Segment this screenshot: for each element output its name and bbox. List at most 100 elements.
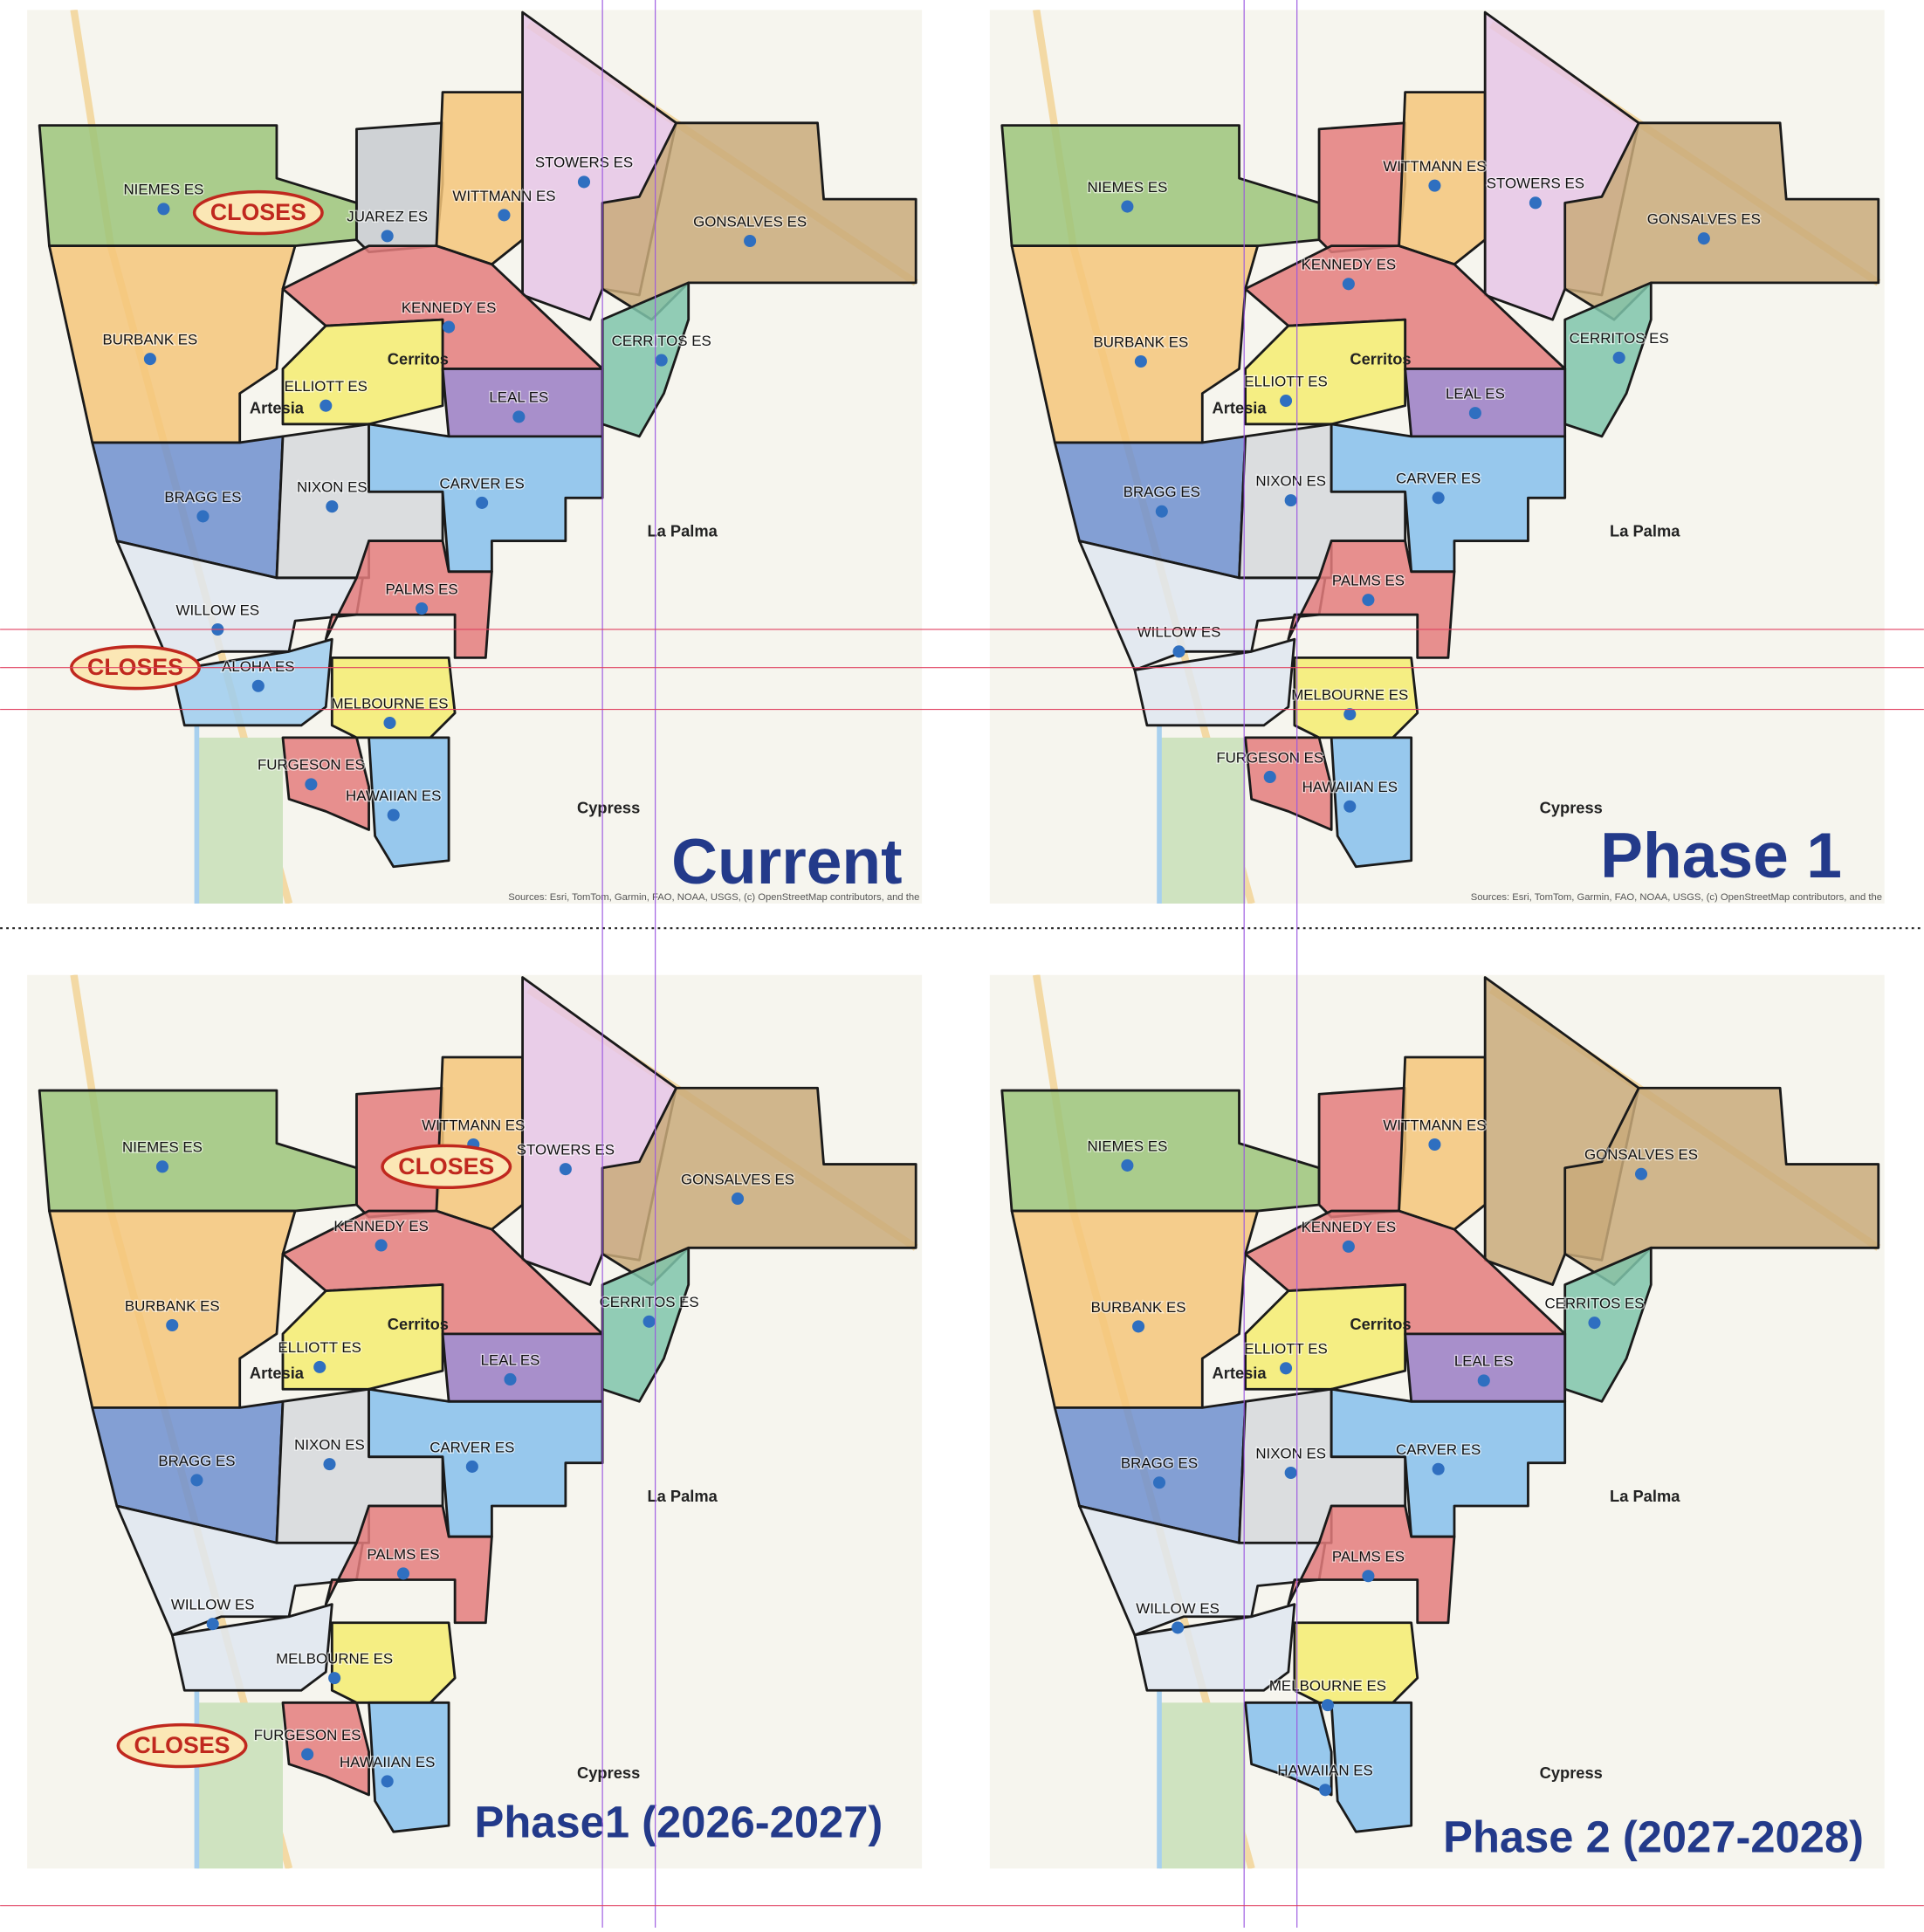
school-label: NIEMES ES [122, 1139, 203, 1156]
school-icon [1529, 196, 1542, 210]
map-panel: La Palma Cypress Cerritos Artesia NIEMES ES W… [989, 10, 1885, 904]
attendance-zone [1317, 1086, 1407, 1219]
school-icon [1342, 1240, 1355, 1253]
school-label: PALMS ES [1332, 1549, 1405, 1565]
school-icon [1280, 1362, 1293, 1375]
map-body: La Palma Cypress Cerritos Artesia NIEMES ES W… [27, 974, 923, 1869]
school-icon [320, 399, 333, 412]
school-label: MELBOURNE ES [1269, 1677, 1386, 1694]
school-icon [1284, 494, 1297, 507]
school-icon [381, 230, 394, 243]
school-icon [744, 234, 757, 248]
school-label: GONSALVES ES [1584, 1146, 1698, 1163]
attendance-zone [1330, 1387, 1567, 1538]
place-label: Cypress [1540, 798, 1603, 816]
place-label: Cypress [1540, 1764, 1603, 1782]
school-label: ELLIOTT ES [1244, 1341, 1327, 1358]
attendance-zone [1287, 1504, 1456, 1625]
school-label: BRAGG ES [164, 489, 241, 505]
school-label: MELBOURNE ES [276, 1650, 393, 1667]
school-icon [465, 1460, 478, 1473]
attendance-zone [1330, 736, 1413, 869]
school-label: FURGESON ES [254, 1727, 361, 1743]
attendance-zone [324, 540, 493, 659]
map-body: La Palma Cypress Cerritos Artesia NIEMES ES J… [27, 10, 923, 904]
school-icon [1284, 1466, 1297, 1480]
school-label: HAWAIIAN ES [1277, 1763, 1372, 1779]
attendance-zone [281, 736, 370, 831]
school-icon [1152, 1476, 1166, 1489]
school-icon [1132, 1320, 1145, 1333]
school-icon [1634, 1167, 1648, 1180]
school-icon [1343, 708, 1357, 721]
school-icon [326, 500, 339, 513]
school-label: BRAGG ES [1121, 1455, 1198, 1472]
school-icon [1134, 354, 1147, 368]
school-label: BURBANK ES [1091, 1299, 1186, 1316]
school-label: STOWERS ES [1487, 175, 1584, 192]
school-label: LEAL ES [481, 1351, 540, 1368]
school-label: JUAREZ ES [347, 209, 428, 225]
school-label: NIEMES ES [123, 182, 203, 198]
school-icon [1321, 1699, 1334, 1712]
attendance-zone [1330, 423, 1567, 574]
closes-badge [381, 1144, 512, 1190]
place-label: Artesia [250, 399, 305, 417]
school-label: HAWAIIAN ES [1302, 779, 1398, 795]
school-icon [381, 1775, 394, 1788]
place-label: Cerritos [1350, 349, 1411, 368]
school-icon [731, 1192, 745, 1205]
attendance-zone [1330, 1701, 1413, 1833]
school-icon [504, 1372, 517, 1385]
school-label: ELLIOTT ES [1244, 373, 1327, 389]
school-label: WITTMANN ES [422, 1117, 525, 1133]
school-icon [1432, 492, 1445, 505]
school-icon [328, 1672, 341, 1685]
map-panel: La Palma Cypress Cerritos Artesia NIEMES ES W… [989, 974, 1885, 1869]
school-icon [155, 1160, 169, 1173]
school-icon [1588, 1317, 1601, 1330]
school-label: WILLOW ES [176, 602, 260, 618]
place-label: Artesia [250, 1364, 305, 1382]
school-label: WILLOW ES [171, 1597, 255, 1613]
panel-title: Phase 2 (2027-2028) [1443, 1812, 1864, 1861]
closes-label: CLOSES [398, 1153, 494, 1179]
closes-badge [116, 1722, 248, 1769]
school-label: KENNEDY ES [333, 1218, 428, 1234]
school-label: WILLOW ES [1136, 1600, 1220, 1617]
panel-title: Phase1 (2026-2027) [475, 1798, 883, 1847]
attendance-zone [368, 1701, 450, 1833]
school-icon [1319, 1784, 1332, 1797]
school-label: WITTMANN ES [452, 188, 555, 204]
place-label: La Palma [647, 522, 718, 540]
school-label: BURBANK ES [103, 332, 198, 348]
school-label: CARVER ES [439, 475, 524, 492]
school-label: CERRITOS ES [1570, 330, 1669, 347]
place-label: Artesia [1213, 399, 1268, 417]
attendance-zone [355, 121, 444, 254]
attendance-zone [1244, 736, 1333, 831]
school-icon [305, 778, 318, 791]
school-label: HAWAIIAN ES [340, 1754, 435, 1770]
school-label: NIXON ES [1255, 1445, 1326, 1461]
school-icon [1612, 351, 1625, 364]
school-label: LEAL ES [1446, 385, 1505, 402]
place-label: Cerritos [1350, 1315, 1411, 1333]
attendance-zone [1133, 637, 1296, 727]
school-icon [512, 410, 526, 423]
attendance-zone [281, 1701, 370, 1797]
school-label: KENNEDY ES [402, 299, 496, 316]
school-icon [301, 1748, 314, 1761]
panel-title: Current [671, 826, 902, 897]
school-icon [1155, 505, 1168, 518]
attendance-zone [1398, 1055, 1487, 1231]
school-label: ELLIOTT ES [285, 378, 368, 395]
school-icon [559, 1163, 572, 1176]
school-icon [251, 679, 265, 692]
school-label: GONSALVES ES [1647, 211, 1761, 228]
attendance-zone [435, 91, 524, 266]
school-label: FURGESON ES [1216, 749, 1323, 766]
school-label: HAWAIIAN ES [346, 787, 441, 804]
school-icon [196, 510, 210, 523]
